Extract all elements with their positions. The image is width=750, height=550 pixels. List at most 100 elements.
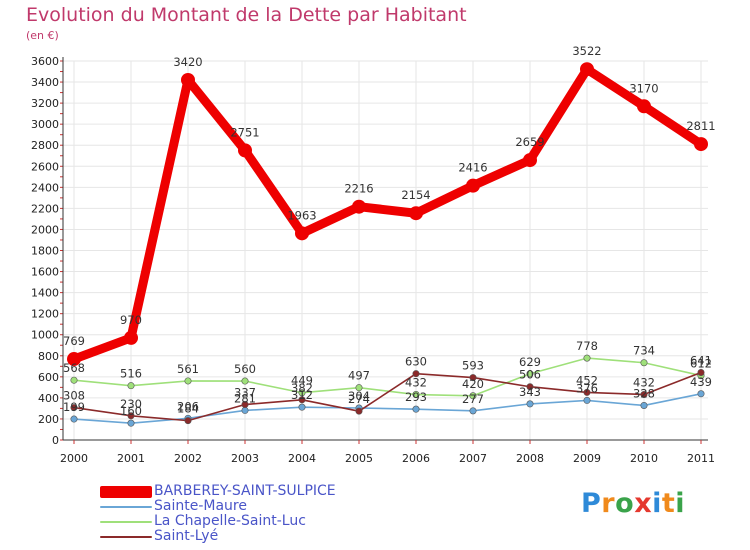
y-tick-label: 1400 bbox=[31, 287, 59, 300]
data-point bbox=[526, 370, 534, 378]
data-label: 629 bbox=[519, 355, 541, 369]
legend-swatch bbox=[100, 505, 152, 508]
x-tick-label: 2000 bbox=[60, 452, 88, 465]
legend-item-la-chapelle-saint-luc: La Chapelle-Saint-Luc bbox=[100, 514, 336, 529]
data-label: 452 bbox=[576, 373, 598, 387]
data-label: 420 bbox=[462, 377, 484, 391]
y-tick-label: 3600 bbox=[31, 55, 59, 68]
data-point bbox=[298, 396, 306, 404]
y-tick-label: 0 bbox=[52, 434, 59, 447]
data-point bbox=[640, 391, 648, 399]
logo-letter: o bbox=[615, 488, 635, 519]
chart-title: Evolution du Montant de la Dette par Hab… bbox=[26, 4, 467, 26]
data-label: 432 bbox=[405, 376, 427, 390]
data-label: 769 bbox=[63, 334, 85, 348]
chart-unit: (en €) bbox=[26, 29, 59, 42]
data-point bbox=[241, 377, 249, 385]
data-label: 506 bbox=[519, 368, 541, 382]
data-label: 206 bbox=[177, 399, 199, 413]
x-tick-label: 2011 bbox=[687, 452, 715, 465]
data-point bbox=[469, 392, 477, 400]
data-point bbox=[526, 383, 534, 391]
proxiti-logo: Proxiti bbox=[581, 488, 685, 519]
data-label: 3170 bbox=[629, 81, 658, 95]
legend-swatch bbox=[100, 535, 152, 538]
data-label: 274 bbox=[348, 392, 370, 406]
data-point bbox=[184, 417, 192, 425]
data-label: 160 bbox=[120, 404, 142, 418]
data-point bbox=[469, 374, 477, 382]
data-label: 2811 bbox=[686, 119, 715, 133]
data-label: 376 bbox=[576, 381, 598, 395]
data-point bbox=[298, 403, 306, 411]
logo-letter: P bbox=[581, 488, 602, 519]
data-label: 2659 bbox=[515, 135, 544, 149]
data-point bbox=[583, 396, 591, 404]
x-tick-label: 2001 bbox=[117, 452, 145, 465]
data-point bbox=[583, 388, 591, 396]
data-point bbox=[241, 406, 249, 414]
y-tick-label: 2800 bbox=[31, 139, 59, 152]
data-label: 304 bbox=[348, 389, 370, 403]
y-tick-label: 1000 bbox=[31, 329, 59, 342]
data-point bbox=[70, 404, 78, 412]
data-point bbox=[412, 370, 420, 378]
data-label: 337 bbox=[234, 386, 256, 400]
y-tick-label: 400 bbox=[38, 392, 59, 405]
legend-item-barberey-saint-sulpice: BARBEREY-SAINT-SULPICE bbox=[100, 484, 336, 499]
data-point bbox=[526, 400, 534, 408]
data-label: 439 bbox=[690, 375, 712, 389]
x-tick-label: 2010 bbox=[630, 452, 658, 465]
data-label: 516 bbox=[120, 367, 142, 381]
data-label: 328 bbox=[633, 386, 655, 400]
data-point bbox=[412, 405, 420, 413]
x-tick-label: 2004 bbox=[288, 452, 316, 465]
y-tick-label: 200 bbox=[38, 413, 59, 426]
data-point bbox=[640, 401, 648, 409]
data-point bbox=[127, 382, 135, 390]
logo-letter: i bbox=[652, 488, 662, 519]
y-tick-label: 1200 bbox=[31, 308, 59, 321]
data-label: 568 bbox=[63, 361, 85, 375]
y-tick-label: 3400 bbox=[31, 76, 59, 89]
y-tick-label: 1600 bbox=[31, 266, 59, 279]
y-tick-label: 2200 bbox=[31, 202, 59, 215]
series-line-2 bbox=[73, 357, 702, 397]
data-point bbox=[295, 226, 309, 241]
legend-item-saint-lye: Saint-Lyé bbox=[100, 529, 336, 544]
data-label: 308 bbox=[63, 389, 85, 403]
data-label: 641 bbox=[690, 354, 712, 368]
logo-letter: t bbox=[661, 488, 676, 519]
data-point bbox=[409, 206, 423, 221]
data-label: 561 bbox=[177, 362, 199, 376]
x-tick-label: 2006 bbox=[402, 452, 430, 465]
legend-label: Saint-Lyé bbox=[154, 528, 219, 544]
data-label: 230 bbox=[120, 397, 142, 411]
data-point bbox=[355, 407, 363, 415]
y-tick-label: 3200 bbox=[31, 97, 59, 110]
data-point bbox=[127, 419, 135, 427]
y-tick-label: 3000 bbox=[31, 118, 59, 131]
data-point bbox=[184, 377, 192, 385]
legend-item-sainte-maure: Sainte-Maure bbox=[100, 499, 336, 514]
y-tick-label: 800 bbox=[38, 350, 59, 363]
data-label: 343 bbox=[519, 385, 541, 399]
data-label: 2154 bbox=[401, 188, 430, 202]
legend-swatch bbox=[100, 485, 152, 498]
data-label: 312 bbox=[291, 388, 313, 402]
data-point bbox=[67, 352, 81, 367]
legend-label: Sainte-Maure bbox=[154, 498, 247, 514]
y-tick-label: 2000 bbox=[31, 223, 59, 236]
x-tick-label: 2005 bbox=[345, 452, 373, 465]
logo-letter: x bbox=[634, 488, 653, 519]
data-label: 382 bbox=[291, 381, 313, 395]
data-label: 778 bbox=[576, 339, 598, 353]
data-label: 2216 bbox=[344, 182, 373, 196]
data-label: 497 bbox=[348, 369, 370, 383]
data-point bbox=[412, 391, 420, 399]
data-point bbox=[466, 178, 480, 193]
series-line-0 bbox=[69, 64, 706, 364]
series-line-3 bbox=[73, 371, 702, 422]
legend-label: BARBEREY-SAINT-SULPICE bbox=[154, 483, 336, 499]
